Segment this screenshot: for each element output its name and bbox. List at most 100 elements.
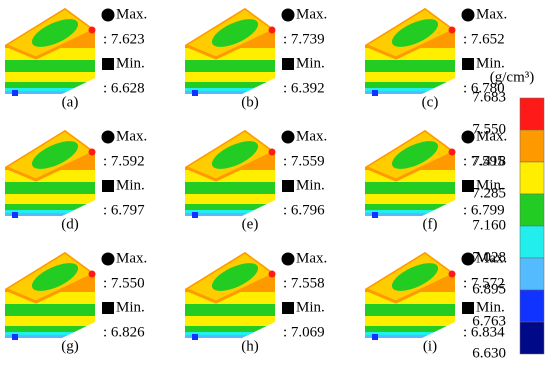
min-value: : 6.834: [463, 324, 505, 340]
max-value: : 7.550: [103, 275, 145, 291]
density-band: [185, 210, 275, 213]
min-title: Min.: [476, 177, 505, 193]
density-band: [365, 72, 455, 82]
max-symbol: [461, 8, 475, 22]
min-point: [192, 212, 198, 218]
min-point: [12, 212, 18, 218]
legend-level: 6.763: [472, 313, 506, 329]
legend-color-band: [519, 257, 545, 291]
min-symbol: [282, 58, 294, 70]
legend-level: 7.550: [472, 121, 506, 137]
density-band: [365, 91, 455, 94]
panel-label: (b): [241, 94, 259, 110]
max-title: Max.: [296, 6, 327, 22]
panel-label: (e): [242, 216, 259, 232]
panel-label: (h): [241, 338, 259, 354]
core-region: [211, 19, 259, 47]
max-symbol: [461, 130, 475, 144]
density-band: [185, 332, 275, 335]
min-title: Min.: [476, 55, 505, 71]
density-band: [5, 304, 95, 316]
min-point: [12, 90, 18, 96]
density-band: [185, 304, 275, 316]
density-band: [365, 182, 455, 194]
max-point: [448, 26, 456, 34]
legend-color-band: [519, 225, 545, 259]
max-title: Max.: [476, 128, 507, 144]
min-value: : 6.392: [283, 80, 325, 96]
density-band: [185, 88, 275, 91]
density-band: [185, 204, 275, 210]
specimen: [185, 130, 275, 216]
max-title: Max.: [476, 250, 507, 266]
core-region: [391, 263, 439, 291]
max-point: [268, 148, 276, 156]
density-band: [365, 194, 455, 204]
density-band: [185, 194, 275, 204]
density-band: [5, 91, 95, 94]
density-band: [5, 204, 95, 210]
max-symbol: [281, 8, 295, 22]
density-band: [365, 213, 455, 216]
legend-color-band: [519, 129, 545, 163]
max-point: [448, 148, 456, 156]
density-band: [185, 326, 275, 332]
density-band: [5, 194, 95, 204]
density-band: [185, 72, 275, 82]
max-value: : 7.652: [463, 31, 505, 47]
max-title: Max.: [296, 128, 327, 144]
max-symbol: [461, 252, 475, 266]
density-band: [5, 82, 95, 88]
density-band: [5, 88, 95, 91]
density-band: [5, 210, 95, 213]
panel-label: (g): [61, 338, 79, 354]
legend-color-band: [519, 193, 545, 227]
min-title: Min.: [116, 299, 145, 315]
min-value: : 6.628: [103, 80, 145, 96]
panel-label: (f): [423, 216, 438, 232]
min-point: [372, 334, 378, 340]
legend-level: 7.418: [472, 153, 506, 169]
min-value: : 6.826: [103, 324, 145, 340]
min-title: Min.: [116, 55, 145, 71]
core-region: [31, 19, 79, 47]
density-band: [365, 210, 455, 213]
density-band: [5, 332, 95, 335]
density-band: [365, 316, 455, 326]
density-band: [185, 335, 275, 338]
max-point: [88, 148, 96, 156]
legend-color-band: [519, 97, 545, 131]
max-point: [88, 270, 96, 278]
density-band: [5, 326, 95, 332]
legend-color-band: [519, 289, 545, 323]
panel-label: (i): [423, 338, 437, 354]
max-value: : 7.558: [283, 275, 325, 291]
legend-unit: (g/cm³): [490, 69, 534, 85]
density-band: [185, 60, 275, 72]
legend-level: 6.630: [472, 345, 506, 361]
min-point: [12, 334, 18, 340]
max-point: [268, 26, 276, 34]
max-title: Max.: [116, 6, 147, 22]
legend-level: 7.285: [472, 185, 506, 201]
max-title: Max.: [116, 128, 147, 144]
density-band: [365, 304, 455, 316]
max-symbol: [101, 130, 115, 144]
density-band: [185, 213, 275, 216]
legend-level: 6.895: [472, 281, 506, 297]
min-point: [372, 90, 378, 96]
core-region: [211, 141, 259, 169]
min-symbol: [102, 58, 114, 70]
min-point: [192, 90, 198, 96]
max-symbol: [281, 130, 295, 144]
min-symbol: [282, 302, 294, 314]
min-title: Min.: [296, 177, 325, 193]
min-symbol: [282, 180, 294, 192]
panel-label: (a): [62, 94, 79, 110]
max-value: : 7.623: [103, 31, 145, 47]
max-title: Max.: [296, 250, 327, 266]
panel-label: (d): [61, 216, 79, 232]
specimen: [185, 8, 275, 94]
density-band: [5, 213, 95, 216]
core-region: [391, 19, 439, 47]
